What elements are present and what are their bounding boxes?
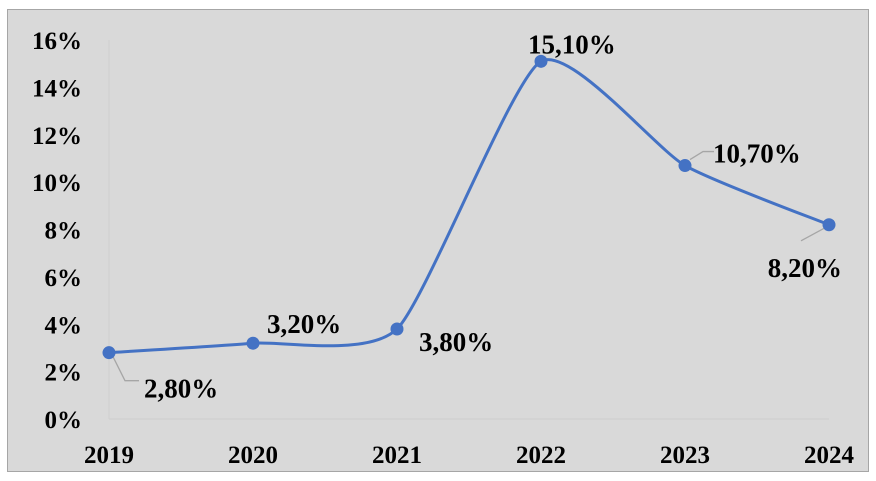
data-point (390, 322, 404, 336)
x-tick-label: 2024 (804, 442, 855, 469)
y-tick-label: 2% (45, 360, 83, 387)
data-label: 8,20% (768, 253, 842, 283)
leader-line (689, 150, 714, 161)
y-tick-label: 6% (45, 265, 83, 292)
data-point (534, 54, 548, 68)
y-tick-label: 8% (45, 218, 83, 245)
data-label: 10,70% (713, 139, 801, 169)
y-tick-label: 10% (32, 170, 82, 197)
data-label: 2,80% (144, 374, 218, 404)
y-tick-label: 0% (45, 407, 83, 434)
leader-line (112, 356, 139, 382)
x-tick-label: 2020 (228, 442, 278, 469)
data-point (102, 346, 116, 360)
data-point (678, 159, 692, 173)
x-tick-label: 2021 (372, 442, 422, 469)
series-line-group (107, 58, 831, 355)
x-tick-label: 2023 (660, 442, 710, 469)
chart-area (7, 9, 869, 472)
data-label: 15,10% (528, 29, 616, 59)
x-tick-label: 2022 (516, 442, 566, 469)
x-axis: 2019 2020 2021 2022 2023 2024 (84, 418, 855, 469)
data-points (102, 54, 836, 360)
data-label: 3,20% (267, 309, 341, 339)
leader-line (800, 227, 826, 242)
leader-lines (112, 150, 826, 382)
y-tick-label: 4% (45, 312, 83, 339)
y-tick-label: 16% (32, 28, 82, 55)
data-point (822, 218, 836, 232)
data-label: 3,80% (419, 327, 493, 357)
series-line (107, 58, 831, 355)
y-axis: 0% 2% 4% 6% 8% 10% 12% 14% 16% (32, 28, 110, 434)
data-labels: 2,80% 3,20% 3,80% 15,10% 10,70% 8,20% (144, 29, 842, 403)
y-tick-label: 14% (32, 75, 82, 102)
y-tick-label: 12% (32, 123, 82, 150)
data-point (246, 336, 260, 350)
x-tick-label: 2019 (84, 442, 134, 469)
